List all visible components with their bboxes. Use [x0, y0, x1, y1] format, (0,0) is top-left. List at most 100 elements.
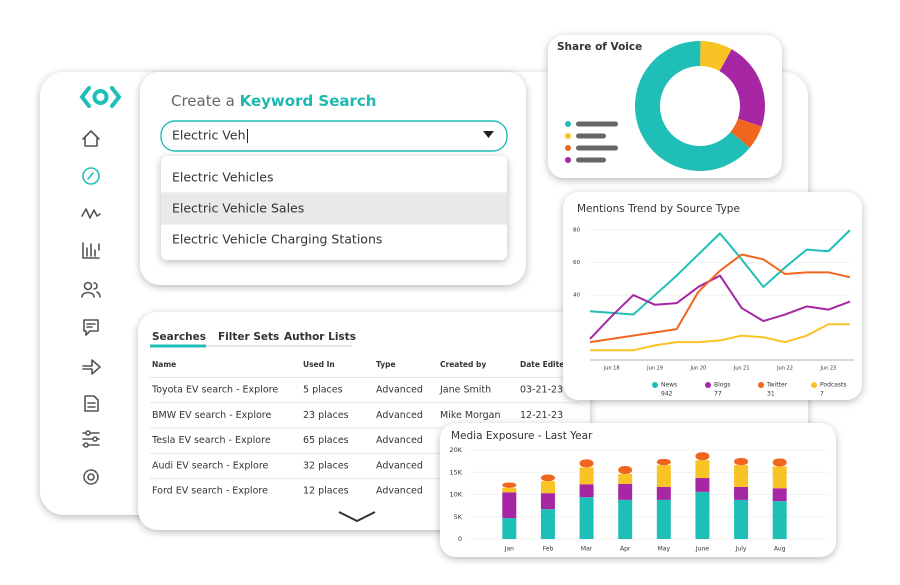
bar-segment	[579, 467, 594, 485]
legend-bar	[576, 157, 606, 163]
y-tick-label: 20K	[449, 446, 462, 454]
table-cell: Advanced	[376, 410, 423, 421]
table-cell: 65 places	[303, 435, 349, 446]
bar-segment	[502, 518, 517, 539]
scroll-chevron[interactable]	[338, 511, 376, 523]
table-cell: 32 places	[303, 460, 349, 471]
tab[interactable]: Filter Sets	[218, 331, 279, 343]
dropdown-arrow[interactable]	[483, 131, 494, 138]
search-title: Create a Keyword Search	[171, 92, 377, 110]
legend-dot	[811, 382, 817, 388]
table-cell: 23 places	[303, 410, 349, 421]
analytics-icon[interactable]	[82, 242, 100, 259]
audience-icon[interactable]	[81, 281, 101, 298]
x-tick-label: Jan	[504, 546, 514, 553]
series-line	[590, 323, 850, 352]
table-cell: Audi EV search - Explore	[152, 460, 269, 471]
legend-label: News	[661, 382, 677, 389]
option-highlight	[161, 194, 507, 224]
table-cell: Jane Smith	[439, 385, 491, 396]
bar-segment	[656, 465, 671, 487]
bar-segment	[579, 459, 594, 468]
gear-icon[interactable]	[83, 469, 99, 485]
chart-title: Media Exposure - Last Year	[451, 430, 593, 442]
bar-segment	[618, 483, 633, 500]
dropdown-option[interactable]: Electric Vehicles	[172, 170, 274, 185]
table-cell: Advanced	[376, 486, 423, 497]
legend-dot	[565, 121, 571, 127]
legend-label: Blogs	[714, 382, 730, 389]
y-tick-label: 80	[573, 228, 580, 234]
bar-segment	[502, 482, 517, 488]
legend-bar	[576, 121, 618, 127]
y-tick-label: 60	[573, 260, 580, 266]
legend-dot	[758, 382, 764, 388]
x-tick-label: Jun 19	[646, 366, 663, 372]
tab[interactable]: Searches	[152, 331, 206, 343]
legend-total: 7	[820, 391, 824, 398]
series-line	[589, 253, 851, 344]
messages-icon[interactable]	[83, 319, 99, 336]
x-tick-label: June	[695, 546, 709, 553]
x-tick-label: Jun 23	[819, 366, 836, 372]
tab[interactable]: Author Lists	[284, 331, 356, 343]
dropdown-option[interactable]: Electric Vehicle Sales	[172, 201, 304, 216]
trends-icon[interactable]	[81, 208, 101, 219]
legend-label: Twitter	[766, 382, 788, 389]
home-icon[interactable]	[82, 130, 100, 147]
legend-total: 31	[767, 391, 775, 398]
dropdown-option[interactable]: Electric Vehicle Charging Stations	[172, 232, 382, 247]
table-cell: Advanced	[376, 385, 423, 396]
bar-segment	[502, 487, 517, 493]
donut-segment	[635, 41, 750, 171]
chart-title: Share of Voice	[557, 41, 642, 53]
table-cell: Advanced	[376, 435, 423, 446]
table-cell: Ford EV search - Explore	[152, 486, 268, 497]
column-header: Created by	[440, 360, 486, 369]
bar-segment	[540, 509, 555, 539]
donut-segment	[700, 41, 732, 72]
reports-icon[interactable]	[84, 395, 99, 412]
search-input[interactable]	[160, 120, 508, 152]
column-header: Name	[152, 360, 176, 369]
y-tick-label: 10K	[449, 491, 462, 499]
legend-total: 77	[714, 391, 722, 398]
y-tick-label: 40	[573, 293, 580, 299]
table-cell: 12-21-23	[520, 410, 563, 421]
legend-total: 942	[661, 391, 673, 398]
bar-segment	[695, 460, 710, 479]
bar-segment	[540, 493, 555, 510]
sidebar	[81, 130, 101, 485]
series-line	[589, 274, 851, 340]
x-tick-label: May	[658, 546, 671, 553]
slider-knob	[92, 436, 98, 442]
bar-segment	[502, 492, 517, 519]
table-cell: Toyota EV search - Explore	[151, 385, 278, 396]
bar-segment	[579, 497, 594, 539]
explore-icon[interactable]	[82, 167, 100, 185]
legend-label: Podcasts	[820, 382, 846, 389]
x-tick-label: Aug	[774, 546, 786, 553]
bar-segment	[618, 474, 633, 484]
share-icon[interactable]	[82, 359, 101, 375]
y-tick-label: 15K	[449, 468, 462, 476]
legend-bar	[576, 133, 606, 139]
bar-segment	[734, 486, 749, 500]
x-tick-label: Jun 21	[733, 366, 750, 372]
table-cell: 5 places	[303, 385, 343, 396]
table-cell: Advanced	[376, 460, 423, 471]
slider-knob	[83, 442, 89, 448]
x-tick-label: Jun 18	[603, 366, 620, 372]
bar-segment	[618, 499, 633, 539]
search-title-prefix: Create a	[171, 92, 235, 110]
bar-segment	[772, 466, 787, 489]
legend-dot	[565, 133, 571, 139]
search-title-keyword: Keyword Search	[240, 92, 377, 110]
bar-segment	[618, 466, 633, 475]
search-input-text: Electric Veh	[172, 128, 246, 143]
y-tick-label: 0	[458, 535, 462, 543]
x-tick-label: Feb	[543, 546, 554, 553]
table-cell: 03-21-23	[520, 385, 563, 396]
bar-segment	[695, 478, 710, 492]
